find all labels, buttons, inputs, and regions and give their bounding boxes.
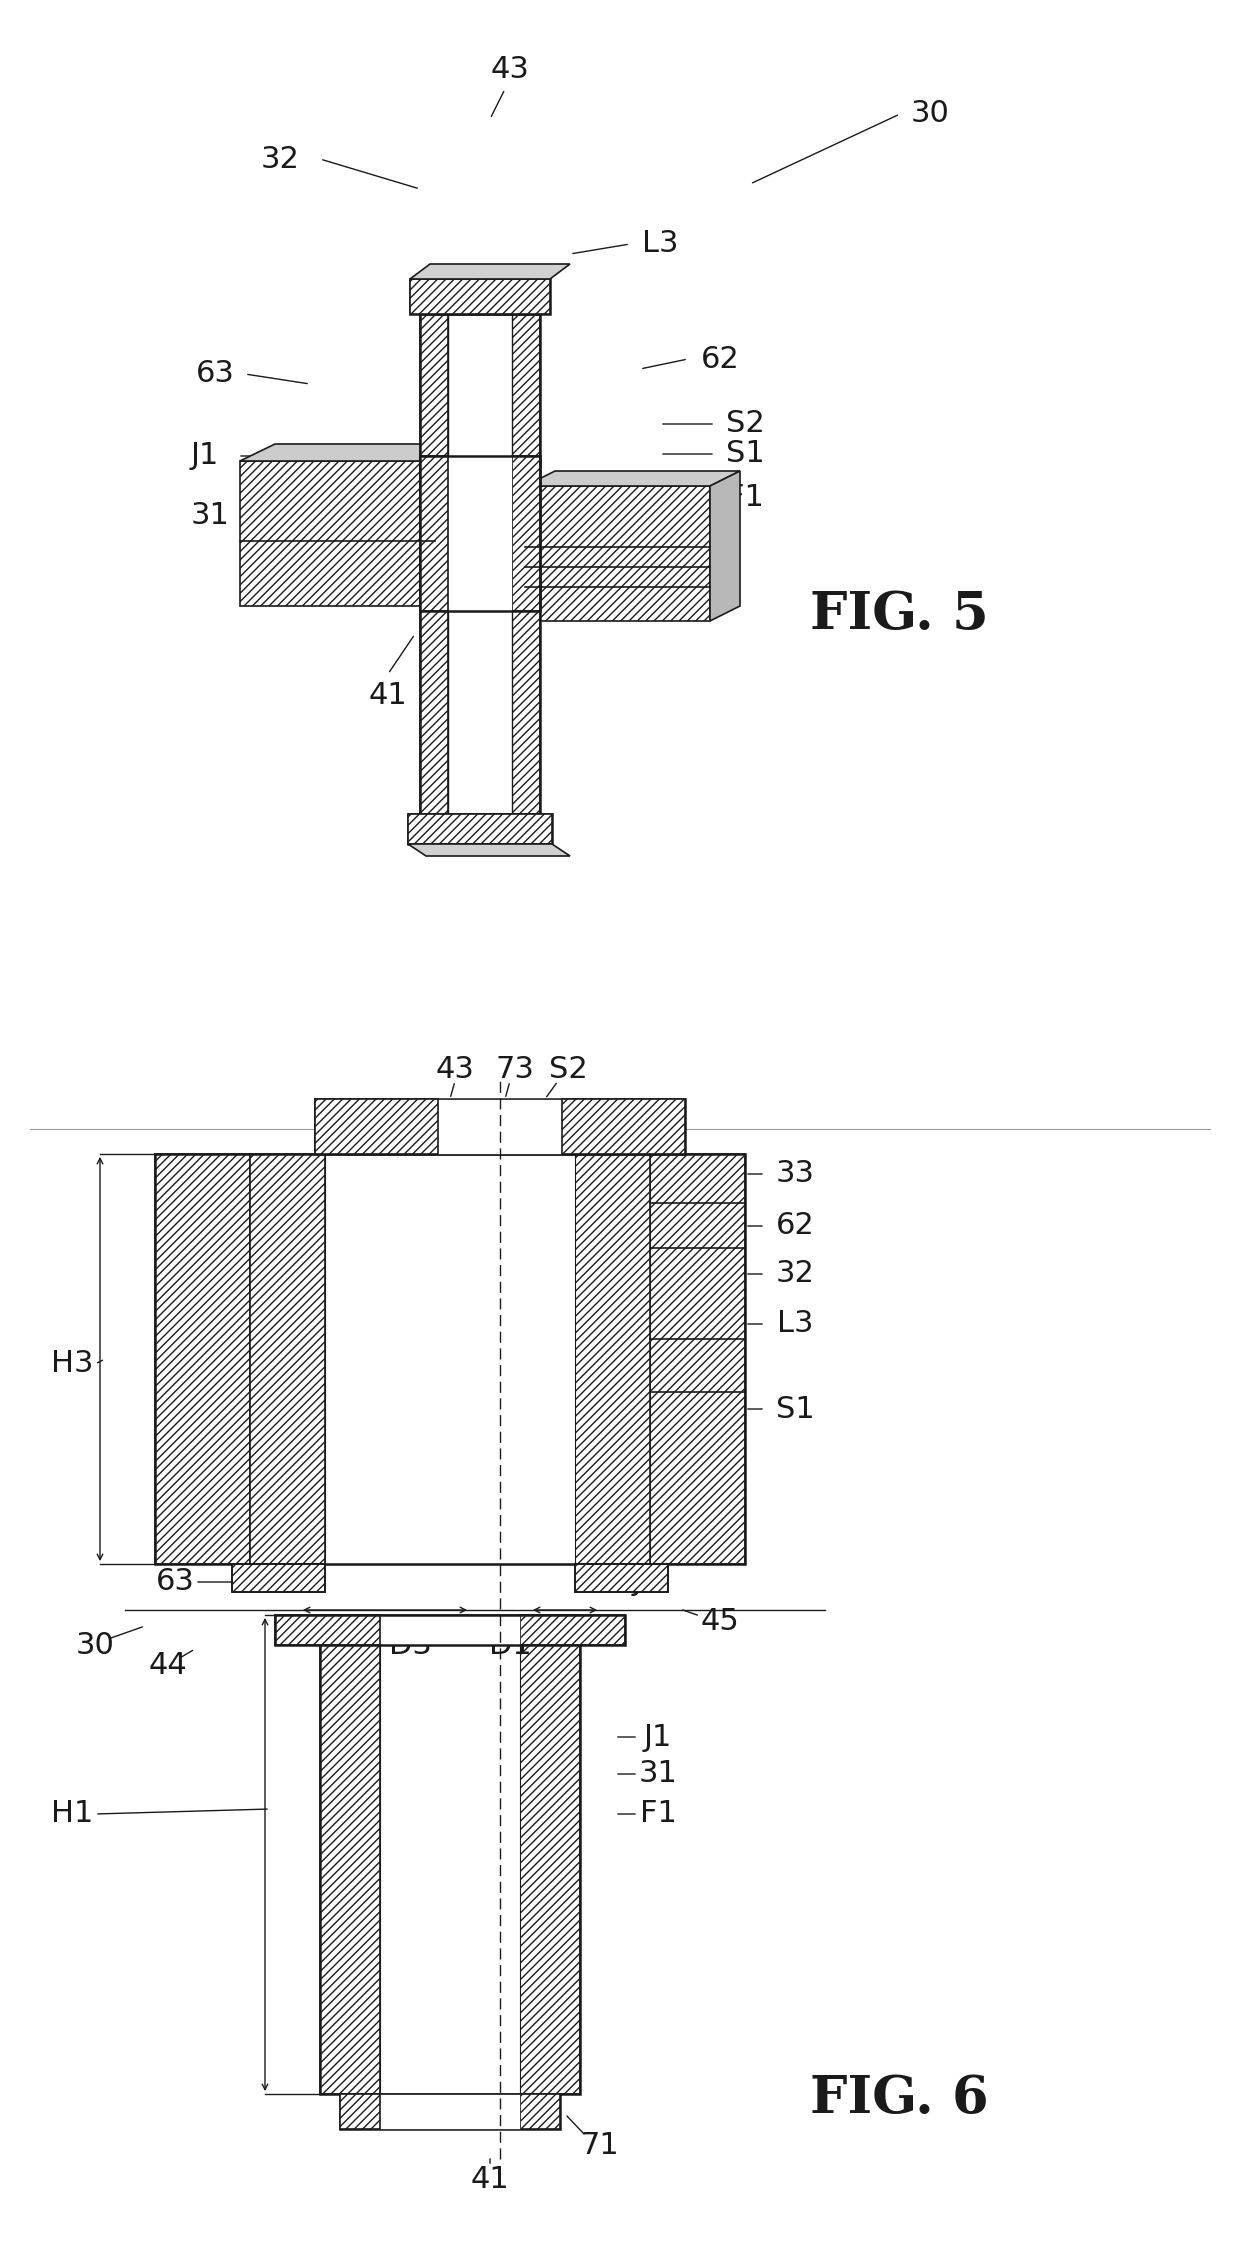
Text: 31: 31 — [639, 1759, 677, 1789]
Text: J1: J1 — [644, 1723, 672, 1752]
Bar — [512, 455, 539, 611]
Text: L3: L3 — [642, 229, 678, 258]
Text: 63: 63 — [196, 360, 234, 389]
Text: 62: 62 — [701, 344, 739, 374]
Text: 41: 41 — [368, 681, 408, 711]
Bar — [520, 2094, 560, 2128]
Bar — [275, 1614, 379, 1646]
Bar — [275, 1614, 625, 1646]
Bar — [420, 315, 448, 815]
Bar — [520, 1614, 580, 2094]
Bar — [408, 815, 552, 844]
Bar — [155, 1155, 745, 1564]
Text: 44: 44 — [149, 1650, 187, 1680]
Text: S1: S1 — [725, 439, 764, 469]
Bar — [155, 1155, 250, 1564]
Bar — [512, 315, 539, 815]
Polygon shape — [410, 265, 570, 278]
Bar — [410, 278, 551, 315]
Text: 45: 45 — [701, 1607, 739, 1637]
Bar — [420, 315, 539, 815]
Bar — [408, 815, 552, 844]
Text: H3: H3 — [51, 1349, 93, 1379]
Text: 63: 63 — [155, 1567, 195, 1596]
Bar — [448, 315, 512, 815]
Bar — [562, 1098, 684, 1155]
Bar — [340, 2094, 379, 2128]
Text: 43: 43 — [491, 54, 529, 84]
Text: 32: 32 — [260, 145, 299, 174]
Text: 31: 31 — [191, 503, 229, 530]
Bar — [575, 1155, 650, 1564]
Bar — [379, 1614, 520, 2094]
Bar — [379, 2094, 520, 2128]
Text: H1: H1 — [51, 1800, 93, 1829]
Text: D3: D3 — [388, 1632, 432, 1660]
Bar — [520, 1614, 625, 1646]
Polygon shape — [408, 844, 570, 856]
Polygon shape — [525, 471, 740, 487]
Bar — [232, 1564, 325, 1592]
Text: 30: 30 — [910, 100, 950, 129]
Bar — [410, 278, 551, 315]
Bar — [420, 455, 539, 611]
Bar — [340, 2094, 560, 2128]
Bar — [232, 1564, 325, 1592]
Bar — [650, 1155, 745, 1564]
Text: 32: 32 — [775, 1259, 815, 1288]
Polygon shape — [711, 471, 740, 620]
Text: FIG. 6: FIG. 6 — [810, 2074, 988, 2124]
Bar — [438, 1098, 560, 1155]
Bar — [315, 1098, 438, 1155]
Text: 71: 71 — [580, 2130, 619, 2160]
Bar — [250, 1155, 325, 1564]
Text: J2: J2 — [632, 1567, 661, 1596]
Text: 62: 62 — [776, 1211, 815, 1241]
Text: 43: 43 — [435, 1055, 475, 1084]
Text: F1: F1 — [640, 1800, 677, 1829]
Polygon shape — [241, 444, 470, 462]
Text: 33: 33 — [775, 1159, 815, 1189]
Bar — [320, 1614, 379, 2094]
Bar — [325, 1155, 575, 1564]
Bar — [575, 1564, 668, 1592]
Text: S2: S2 — [725, 410, 764, 439]
Text: S1: S1 — [776, 1395, 815, 1424]
Text: L3: L3 — [776, 1309, 813, 1338]
Bar — [320, 1614, 580, 2094]
Text: D1: D1 — [489, 1632, 532, 1660]
Text: J1: J1 — [191, 441, 219, 471]
Bar — [315, 1098, 684, 1155]
Text: 30: 30 — [76, 1632, 114, 1660]
Bar — [241, 462, 435, 607]
Text: S2: S2 — [548, 1055, 588, 1084]
Text: FIG. 5: FIG. 5 — [810, 589, 988, 638]
Text: 41: 41 — [471, 2164, 510, 2194]
Text: F1: F1 — [727, 484, 764, 512]
Text: 73: 73 — [496, 1055, 534, 1084]
Bar — [420, 455, 448, 611]
Bar — [379, 1614, 520, 1646]
Bar — [575, 1564, 668, 1592]
Bar — [525, 487, 711, 620]
Bar — [448, 455, 512, 611]
